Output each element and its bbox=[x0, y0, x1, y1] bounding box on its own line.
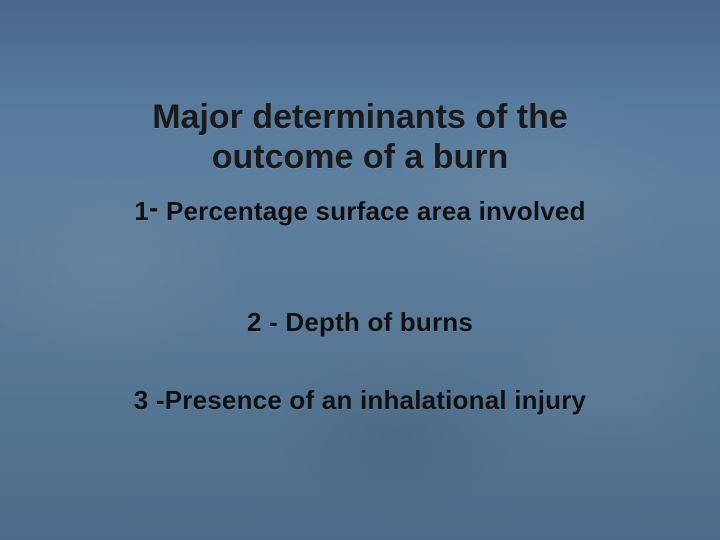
item1-dash: - bbox=[149, 192, 159, 223]
slide-title-line1: Major determinants of the bbox=[0, 98, 720, 136]
list-item-2: 2 - Depth of burns bbox=[0, 307, 720, 338]
item2-dash: - bbox=[269, 307, 278, 337]
item1-text: Percentage surface area involved bbox=[159, 196, 586, 226]
item2-text: Depth of burns bbox=[278, 307, 473, 337]
item3-text: Presence of an inhalational injury bbox=[165, 385, 586, 415]
slide: Major determinants of the outcome of a b… bbox=[0, 0, 720, 540]
item3-dash: - bbox=[156, 385, 165, 415]
item2-prefix: 2 bbox=[247, 307, 262, 337]
list-item-3: 3 -Presence of an inhalational injury bbox=[0, 385, 720, 416]
item1-prefix: 1 bbox=[134, 196, 149, 226]
list-item-1: 1- Percentage surface area involved bbox=[0, 195, 720, 227]
slide-title-line2: outcome of a burn bbox=[0, 138, 720, 176]
item3-prefix: 3 bbox=[134, 385, 149, 415]
